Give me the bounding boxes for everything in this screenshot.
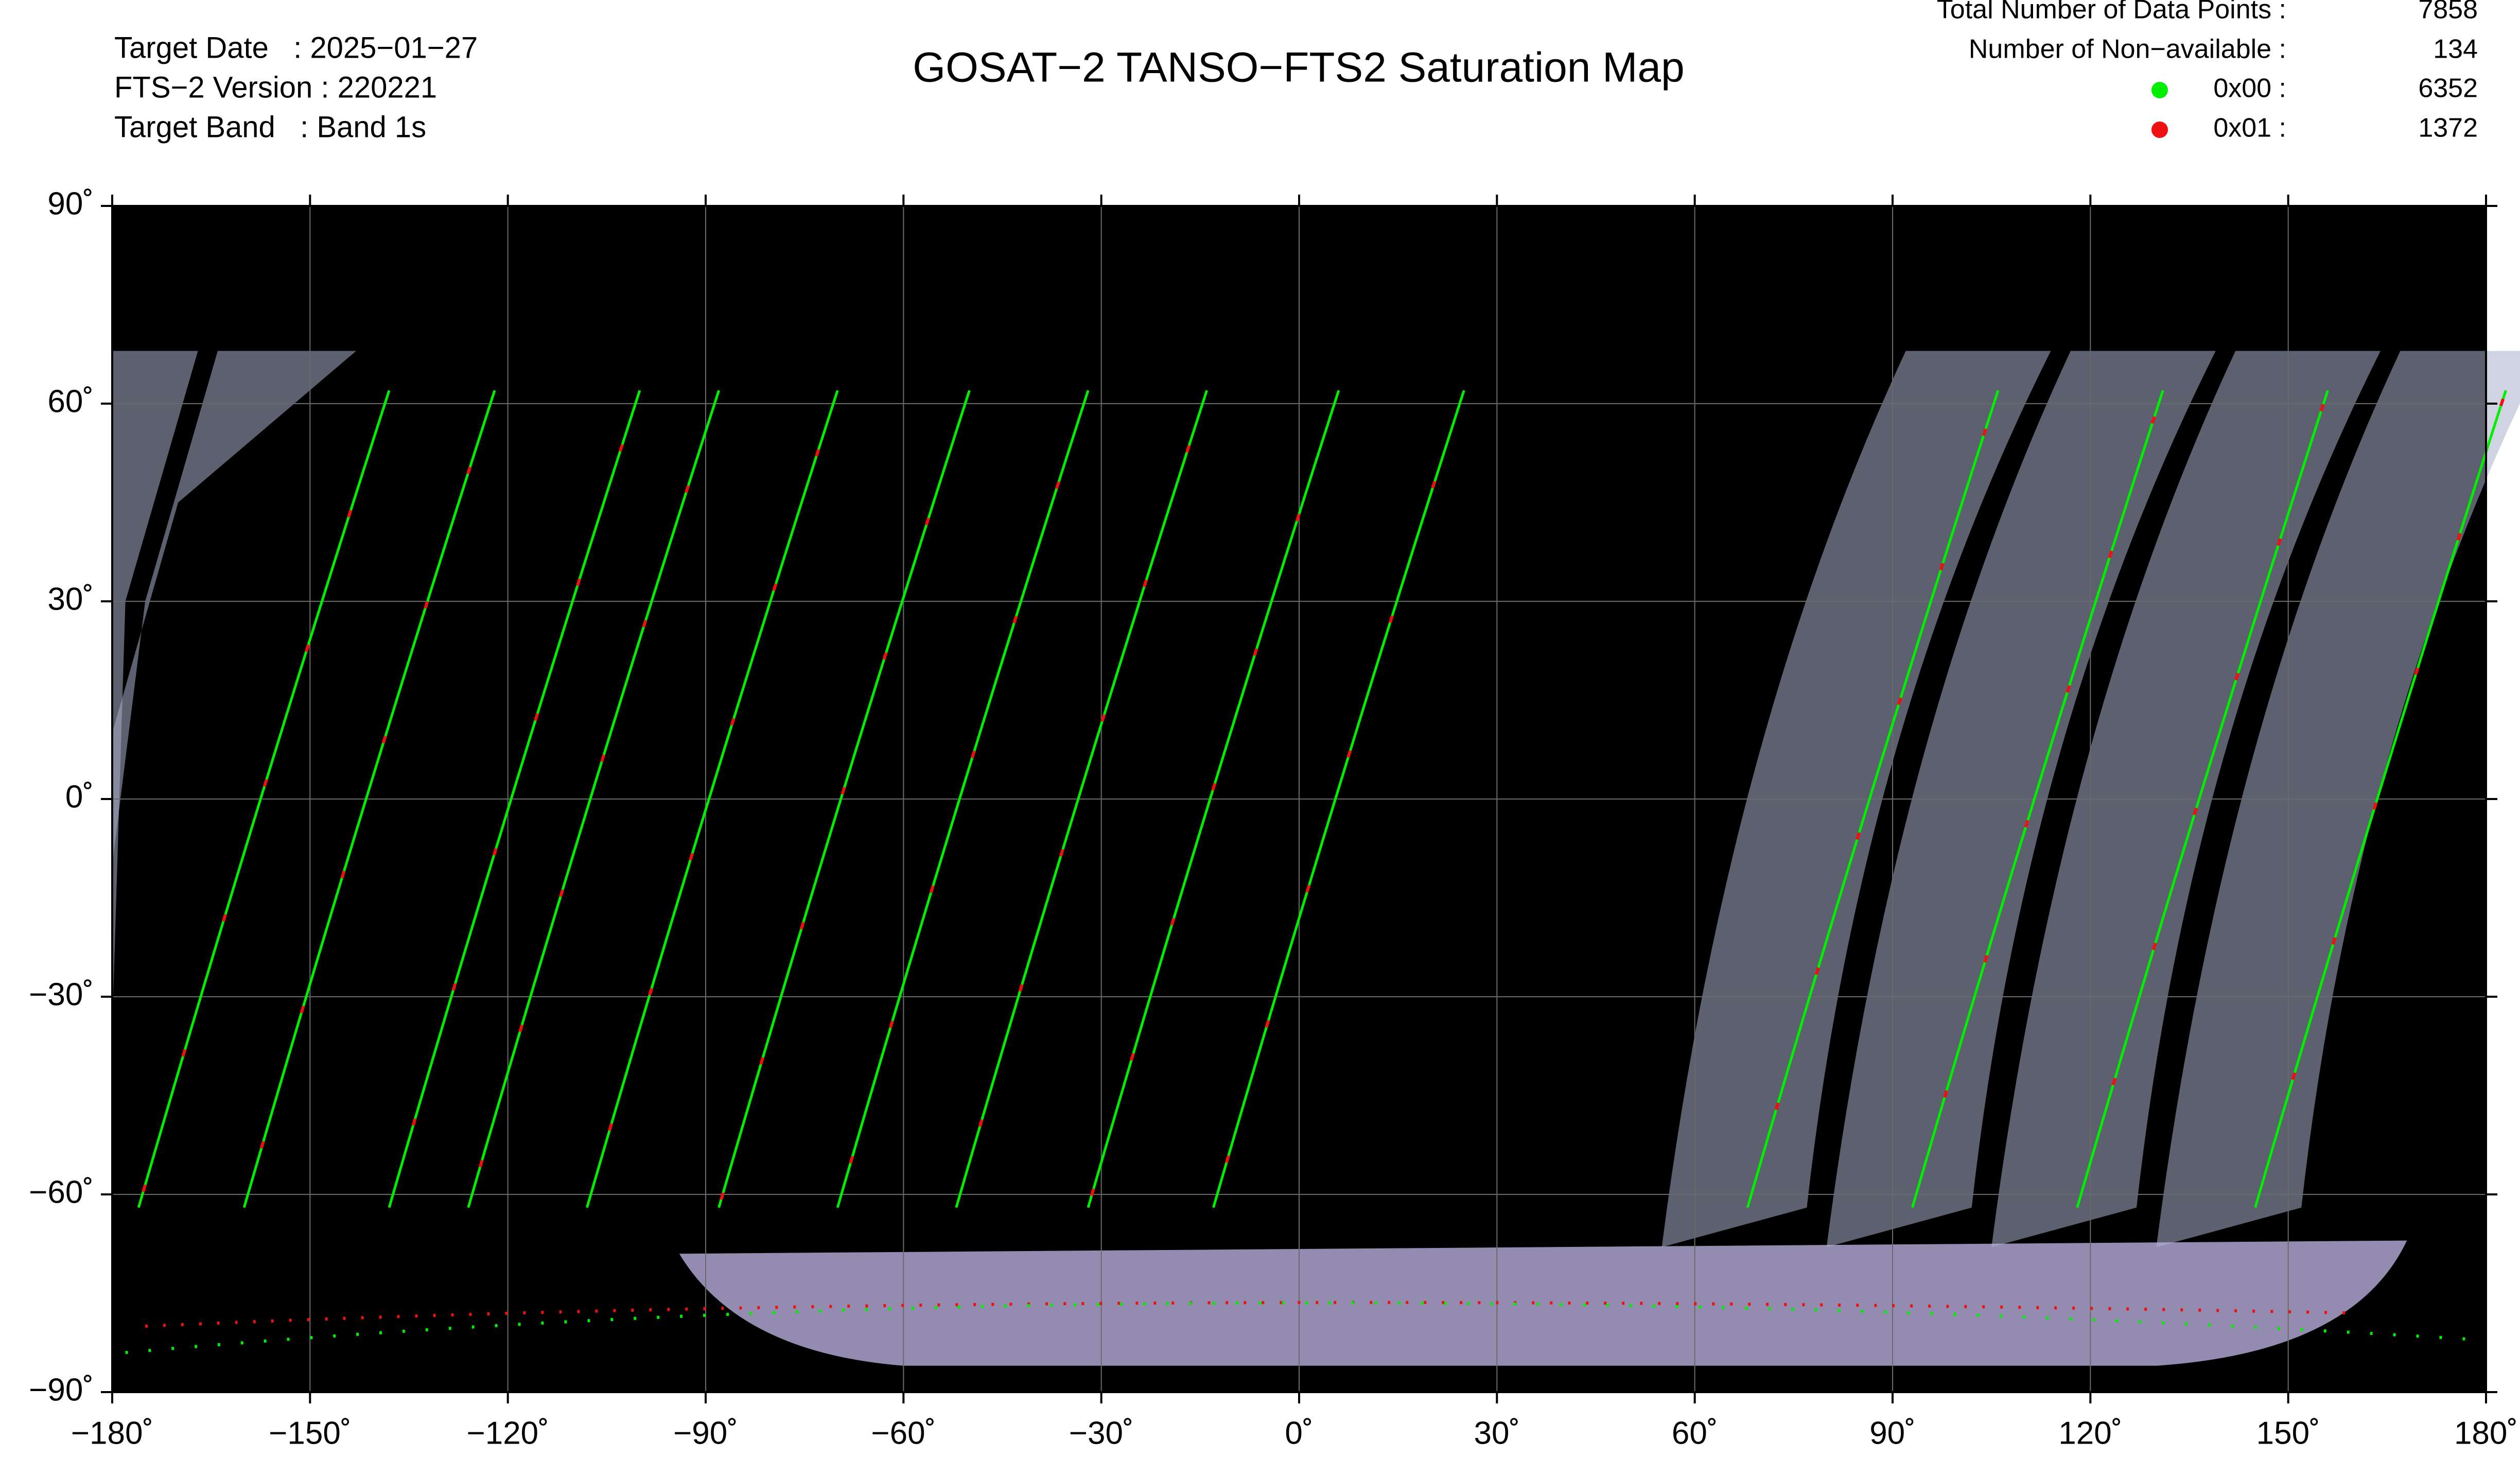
legend-label: 0x00 : [2213,74,2286,103]
x-tick-label: 30˚ [1474,1415,1520,1451]
legend-dot [2151,121,2168,138]
x-tick-label: 90˚ [1869,1415,1916,1451]
info-line: Target Date : 2025−01−27 [114,31,478,64]
orbit-track [2254,390,2507,1208]
info-line: Target Band : Band 1s [114,110,426,144]
stat-value: 134 [2433,34,2478,64]
orbit-track [1087,390,1340,1208]
stat-value: 7858 [2418,0,2478,25]
info-line: FTS−2 Version : 220221 [114,71,437,104]
antarctic-swath [679,1240,2407,1366]
y-tick-label: −90˚ [29,1372,94,1408]
y-tick-label: −30˚ [29,977,94,1012]
x-tick-label: −30˚ [1069,1415,1134,1451]
x-tick-label: −90˚ [673,1415,738,1451]
y-tick-label: 60˚ [47,384,94,419]
orbit-track-saturated [2075,390,2330,1208]
x-tick-label: 180˚ [2454,1415,2518,1451]
antarctic-points [145,1300,2354,1328]
y-tick-label: 90˚ [47,186,94,221]
stat-label: Number of Non−available : [1969,34,2286,64]
orbit-track [717,390,971,1208]
x-tick-label: −150˚ [269,1415,351,1451]
x-tick-label: 150˚ [2256,1415,2320,1451]
x-tick-label: −180˚ [71,1415,153,1451]
legend-count: 6352 [2418,74,2478,103]
orbit-track [467,390,720,1208]
legend-dot [2151,82,2168,98]
y-tick-label: 0˚ [65,779,94,814]
map-layer: Target Date : 2025−01−27 FTS−2 Version : … [29,0,2520,1451]
legend-count: 1372 [2418,113,2478,143]
orbit-track [585,390,839,1208]
y-tick-label: 30˚ [47,581,94,617]
legend-label: 0x01 : [2213,113,2286,143]
imagery-swath [112,351,357,865]
orbit-track [1911,390,2164,1208]
x-tick-label: 0˚ [1285,1415,1313,1451]
orbit-track [1746,390,2000,1208]
map-frame [111,205,2487,1393]
stat-label: Total Number of Data Points : [1937,0,2286,25]
y-tick-label: −60˚ [29,1174,94,1210]
orbit-track [242,390,496,1208]
orbit-track [388,390,641,1208]
orbit-track [1212,390,1465,1208]
x-tick-label: 120˚ [2058,1415,2122,1451]
imagery-swath [112,351,198,1030]
map-title: GOSAT−2 TANSO−FTS2 Saturation Map [913,44,1684,91]
x-tick-label: −120˚ [467,1415,549,1451]
x-tick-label: 60˚ [1672,1415,1718,1451]
orbit-track [836,390,1090,1208]
x-tick-label: −60˚ [871,1415,936,1451]
antarctic-points [125,1301,2473,1355]
orbit-track-saturated [137,390,391,1208]
orbit-track [955,390,1209,1208]
